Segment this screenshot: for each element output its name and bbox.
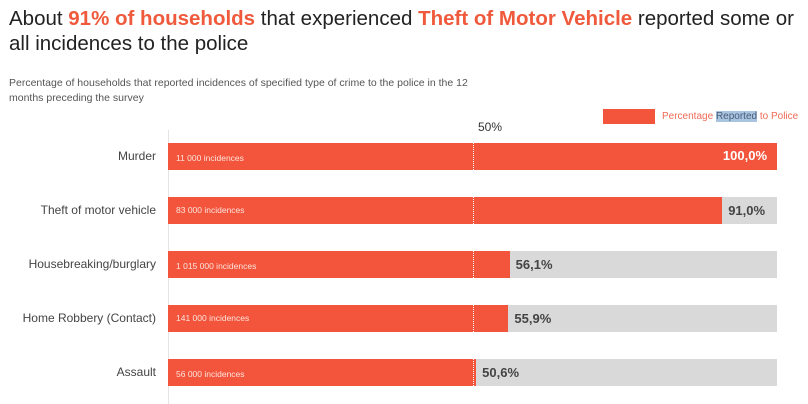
category-label: Theft of motor vehicle	[40, 203, 156, 217]
incidences-label: 1 015 000 incidences	[176, 261, 257, 271]
category-label: Housebreaking/burglary	[28, 257, 156, 271]
bar	[168, 359, 477, 386]
value-label: 55,9%	[514, 311, 552, 326]
title-text: reported some or all incidences to the p…	[9, 7, 795, 55]
chart-title: About 91% of households that experienced…	[9, 6, 804, 56]
reference-line-label: 50%	[478, 120, 503, 134]
legend-text-selected: Reported	[715, 111, 758, 122]
legend-text: Percentage	[662, 111, 716, 122]
incidences-label: 83 000 incidences	[176, 205, 245, 215]
incidences-label: 141 000 incidences	[176, 313, 250, 323]
category-label: Home Robbery (Contact)	[22, 311, 156, 325]
bar	[168, 305, 509, 332]
value-label: 91,0%	[728, 203, 766, 218]
category-label: Assault	[116, 365, 156, 379]
value-label: 100,0%	[722, 148, 767, 163]
legend-swatch	[603, 109, 655, 124]
value-label: 56,1%	[515, 257, 553, 272]
title-highlight-percent: 91% of households	[68, 7, 256, 30]
incidences-label: 56 000 incidences	[176, 369, 245, 379]
reference-line-segment	[472, 197, 474, 224]
legend-label: Percentage Reported to Police	[662, 111, 798, 122]
title-highlight-crime: Theft of Motor Vehicle	[418, 7, 633, 30]
reference-line-segment	[472, 143, 474, 170]
bar	[168, 197, 723, 224]
reference-line-segment	[472, 359, 474, 386]
reference-line-segment	[472, 305, 474, 332]
title-text: that experienced	[255, 7, 419, 30]
reference-line-segment	[472, 251, 474, 278]
title-text: About	[9, 7, 69, 30]
legend-text: to Police	[757, 111, 799, 122]
value-label: 50,6%	[482, 365, 520, 380]
incidences-label: 11 000 incidences	[176, 153, 244, 163]
bar	[168, 251, 510, 278]
chart-subtitle: Percentage of households that reported i…	[9, 77, 468, 104]
category-label: Murder	[117, 149, 156, 163]
